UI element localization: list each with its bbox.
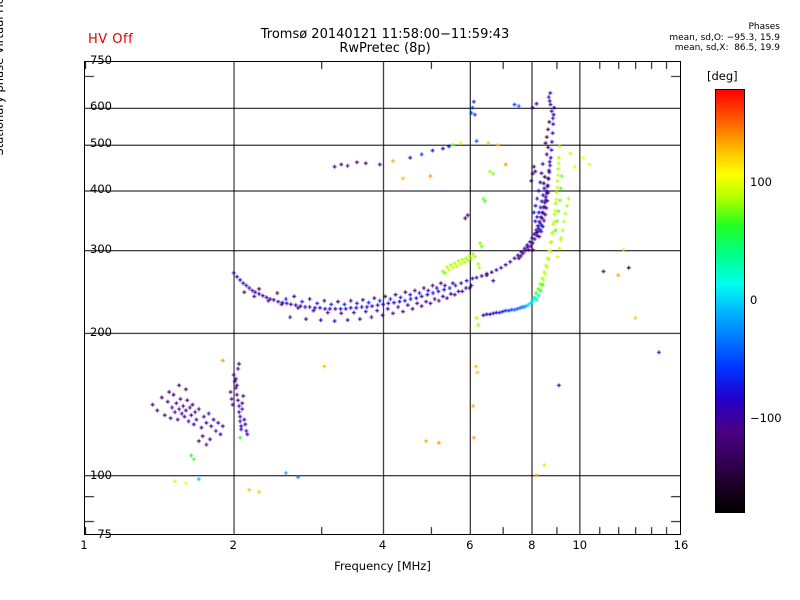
x-tick-label: 1 bbox=[80, 538, 88, 552]
x-tick-label: 2 bbox=[229, 538, 237, 552]
x-axis-label: Frequency [MHz] bbox=[334, 559, 431, 573]
y-tick-label: 500 bbox=[90, 136, 112, 151]
colorbar-tick-label: 0 bbox=[750, 293, 758, 307]
y-axis-label: Stationary phase Virtual Height [km] bbox=[0, 0, 6, 156]
y-tick-label: 300 bbox=[90, 241, 112, 256]
plot-title-line1: Tromsø 20140121 11:58:00−11:59:43 bbox=[260, 27, 510, 42]
x-tick-label: 10 bbox=[572, 538, 588, 552]
scatter-plot-area bbox=[84, 61, 681, 535]
scatter-data-points bbox=[85, 62, 680, 534]
colorbar-tick-label: −100 bbox=[750, 410, 782, 425]
colorbar-unit-label: [deg] bbox=[707, 69, 738, 83]
y-tick-label: 750 bbox=[90, 53, 112, 67]
phases-heading: Phases bbox=[748, 22, 780, 32]
y-tick-label: 400 bbox=[90, 182, 112, 197]
colorbar-tick-label: 100 bbox=[750, 175, 772, 190]
y-tick-label: 100 bbox=[90, 467, 112, 482]
x-tick-label: 4 bbox=[378, 538, 387, 552]
hv-off-status-label: HV Off bbox=[88, 32, 134, 47]
y-tick-label: 200 bbox=[90, 325, 112, 340]
x-tick-label: 6 bbox=[466, 538, 474, 552]
phase-statistics-box: Phases mean, sd,O: −95.3, 15.9 mean, sd,… bbox=[560, 22, 780, 54]
y-tick-label: 75 bbox=[97, 527, 112, 541]
colorbar bbox=[715, 89, 745, 513]
x-tick-label: 16 bbox=[673, 538, 689, 552]
y-tick-label: 600 bbox=[90, 98, 112, 113]
plot-title-line2: RwPretec (8p) bbox=[339, 41, 431, 56]
phases-o-mode: mean, sd,O: −95.3, 15.9 bbox=[669, 32, 780, 43]
x-tick-label: 8 bbox=[528, 538, 536, 552]
phases-x-mode: mean, sd,X: 86.5, 19.9 bbox=[674, 43, 780, 53]
